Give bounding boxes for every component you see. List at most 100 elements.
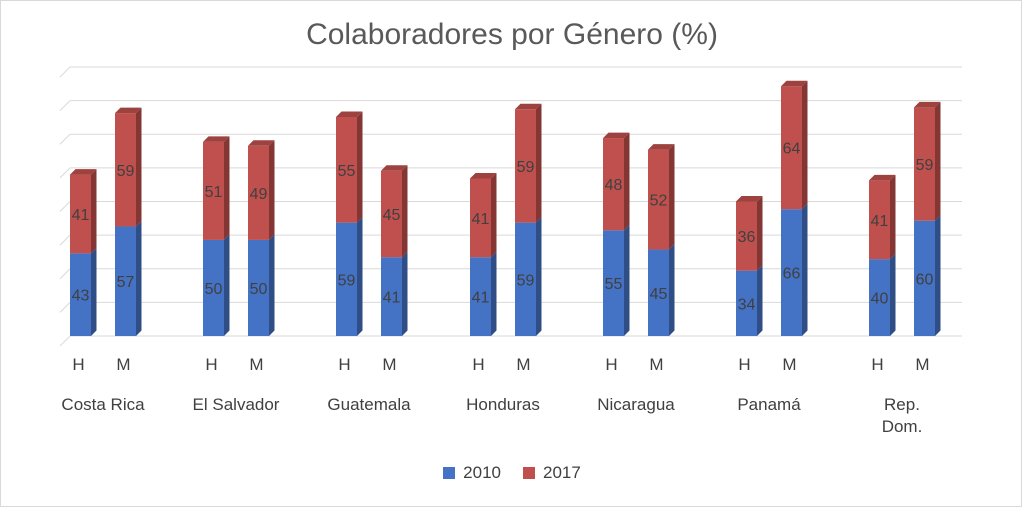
bar-2017-honduras-H-side xyxy=(491,172,497,258)
bar-2010-guatemala-M-side xyxy=(402,251,408,336)
data-label: 45 xyxy=(383,207,401,224)
bar-2010-nicaragua-H xyxy=(603,230,624,336)
bar-2017-el-salvador-M-top xyxy=(248,140,275,146)
gender-label: H xyxy=(338,355,350,374)
bar-2017-nicaragua-M xyxy=(648,149,669,250)
bar-2017-honduras-M-top xyxy=(515,103,542,110)
gender-label: M xyxy=(782,355,796,374)
bar-2017-nicaragua-H-top xyxy=(603,132,630,139)
data-label: 59 xyxy=(517,272,535,289)
gender-label: H xyxy=(605,355,617,374)
data-label: 49 xyxy=(250,186,268,203)
bar-2010-el-salvador-H xyxy=(203,239,224,336)
bar-2017-guatemala-H-top xyxy=(336,111,363,117)
gridline-diagonal xyxy=(59,335,71,347)
bar-2010-panam--H-side xyxy=(757,265,763,336)
data-label: 66 xyxy=(783,266,801,283)
bar-2017-rep-dom--M-top xyxy=(914,101,941,108)
bar-2017-costa-rica-M xyxy=(115,113,136,227)
bar-2017-panam--H-side xyxy=(757,196,763,271)
bar-2017-nicaragua-M-top xyxy=(648,144,675,150)
gender-label: H xyxy=(205,355,217,374)
category-label: Nicaragua xyxy=(597,395,675,414)
gender-label: H xyxy=(472,355,484,374)
data-label: 41 xyxy=(871,213,889,230)
bar-2017-el-salvador-M-side xyxy=(269,140,275,240)
bar-2010-rep-dom--M xyxy=(914,220,935,336)
gridline-diagonal xyxy=(59,268,71,280)
bar-2017-honduras-H-top xyxy=(470,172,497,179)
bar-2010-nicaragua-H-side xyxy=(624,224,630,336)
bar-2010-costa-rica-M-side xyxy=(136,220,142,336)
data-label: 59 xyxy=(517,159,535,176)
data-label: 50 xyxy=(205,281,223,298)
bar-2017-el-salvador-H-side xyxy=(224,136,230,240)
category-label: El Salvador xyxy=(193,395,280,414)
bar-2017-costa-rica-M-side xyxy=(136,107,142,227)
data-label: 41 xyxy=(383,290,401,307)
chart-legend: 2010 2017 xyxy=(0,463,1024,483)
legend-label-2017: 2017 xyxy=(543,463,581,482)
bar-2017-rep-dom--M xyxy=(914,107,935,221)
data-label: 51 xyxy=(205,184,223,201)
data-label: 57 xyxy=(117,274,135,291)
bar-2010-nicaragua-M xyxy=(648,249,669,336)
legend-label-2010: 2010 xyxy=(463,463,501,482)
gender-label: H xyxy=(871,355,883,374)
bar-2010-guatemala-M xyxy=(381,257,402,336)
bar-2010-panam--M xyxy=(781,209,802,336)
bar-2017-panam--M-side xyxy=(802,80,808,210)
data-label: 34 xyxy=(738,296,756,313)
gender-label: M xyxy=(915,355,929,374)
legend-item-2010: 2010 xyxy=(443,463,501,483)
data-label: 41 xyxy=(72,207,90,224)
legend-swatch-2010 xyxy=(443,467,456,479)
bar-2010-costa-rica-H xyxy=(70,253,91,336)
gridline-diagonal xyxy=(59,167,71,179)
bar-2017-el-salvador-H xyxy=(203,141,224,240)
bar-2017-rep-dom--H xyxy=(869,180,890,260)
bar-2010-guatemala-H-side xyxy=(357,217,363,336)
bar-2017-honduras-H xyxy=(470,178,491,258)
bar-2010-honduras-M-side xyxy=(536,217,542,336)
bar-2010-nicaragua-M-side xyxy=(669,244,675,336)
bar-2017-rep-dom--H-side xyxy=(890,174,896,260)
bar-2010-panam--M-side xyxy=(802,203,808,336)
bar-2017-honduras-M-side xyxy=(536,103,542,223)
bar-2010-costa-rica-H-side xyxy=(91,247,97,336)
data-label: 59 xyxy=(916,157,934,174)
category-label: Dom. xyxy=(882,417,923,436)
bar-2017-costa-rica-M-top xyxy=(115,107,142,114)
gridline-diagonal xyxy=(59,234,71,246)
legend-swatch-2017 xyxy=(523,467,535,479)
bar-2017-guatemala-H xyxy=(336,116,357,223)
data-label: 52 xyxy=(650,193,668,210)
bar-2017-panam--M-top xyxy=(781,80,808,87)
bar-2017-honduras-M xyxy=(515,109,536,223)
bar-2017-costa-rica-H-side xyxy=(91,169,97,254)
gridline-diagonal xyxy=(59,66,71,78)
bar-2017-panam--H xyxy=(736,201,757,271)
data-label: 60 xyxy=(916,271,934,288)
gender-label: M xyxy=(382,355,396,374)
chart-title: Colaboradores por Género (%) xyxy=(306,18,718,51)
bar-2017-guatemala-M-top xyxy=(381,165,408,171)
data-label: 59 xyxy=(117,163,135,180)
data-label: 41 xyxy=(472,290,490,307)
gender-label: H xyxy=(72,355,84,374)
category-label: Honduras xyxy=(466,395,540,414)
data-label: 48 xyxy=(605,177,623,194)
bar-2010-el-salvador-M xyxy=(248,239,269,336)
data-label: 40 xyxy=(871,291,889,308)
category-label: Rep. xyxy=(884,395,920,414)
bar-2010-honduras-M xyxy=(515,222,536,336)
bar-2017-guatemala-M-side xyxy=(402,165,408,258)
gender-label: M xyxy=(249,355,263,374)
bar-2010-rep-dom--H-side xyxy=(890,253,896,336)
data-label: 55 xyxy=(605,276,623,293)
data-label: 55 xyxy=(338,163,356,180)
bar-2010-el-salvador-H-side xyxy=(224,234,230,336)
data-label: 36 xyxy=(738,229,756,246)
